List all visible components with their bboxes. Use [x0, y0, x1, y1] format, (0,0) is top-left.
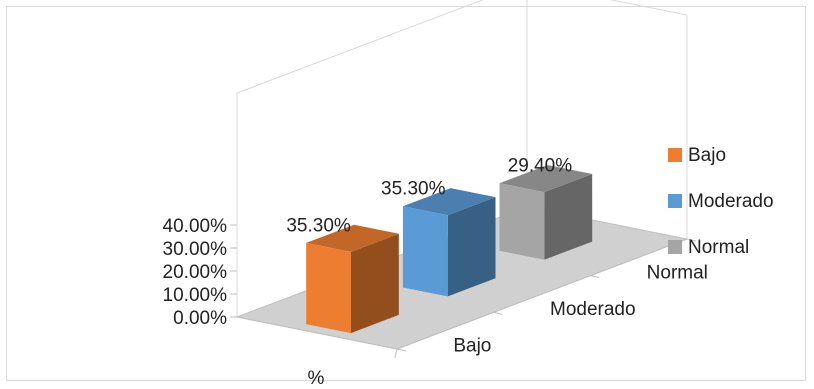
bar-side-face	[351, 233, 399, 334]
legend-swatch	[668, 194, 682, 208]
y-tick-label: 10.00%	[163, 285, 228, 306]
depth-tick-mark	[396, 348, 407, 352]
bar-side-face	[447, 197, 496, 297]
chart-bars	[306, 165, 593, 334]
y-tick-label: 30.00%	[163, 239, 228, 260]
bar-normal	[499, 165, 593, 260]
depth-tick-label: Normal	[647, 262, 708, 283]
legend-label: Bajo	[688, 145, 726, 166]
bar-top-face	[306, 224, 399, 252]
depth-tick-label: Bajo	[453, 336, 491, 357]
legend: Bajo Moderado Normal	[668, 145, 774, 258]
bar-side-face	[544, 174, 593, 260]
x-tick-mark	[394, 348, 398, 359]
legend-swatch	[668, 148, 682, 162]
chart-walls	[236, 0, 688, 317]
depth-axis: Bajo Moderado Normal	[396, 238, 708, 357]
bar-bajo	[306, 224, 399, 334]
x-tick-label: %	[308, 368, 325, 389]
x-axis: %	[236, 316, 398, 389]
side-wall-top-edge	[236, 0, 484, 94]
back-wall-top-edge	[609, 0, 688, 16]
y-axis: 0.00%10.00%20.00%30.00%40.00%	[163, 216, 237, 329]
y-tick-label: 0.00%	[173, 308, 227, 329]
legend-label: Normal	[688, 237, 749, 258]
y-tick-label: 40.00%	[163, 216, 228, 237]
bar-top-face	[402, 188, 496, 216]
data-label-bajo: 35.30%	[286, 215, 351, 236]
data-label-moderado: 35.30%	[381, 179, 446, 200]
data-label-normal: 29.40%	[508, 156, 573, 177]
legend-swatch	[668, 240, 682, 254]
legend-entry: Normal	[668, 237, 749, 258]
x-axis-line	[236, 316, 398, 350]
bar-front-face	[499, 183, 545, 260]
legend-entry: Bajo	[668, 145, 726, 166]
depth-tick-label: Moderado	[550, 299, 636, 320]
depth-axis-line	[396, 238, 688, 350]
legend-label: Moderado	[688, 191, 774, 212]
legend-entry: Moderado	[668, 191, 774, 212]
bar-front-face	[306, 242, 351, 334]
bar-moderado	[402, 188, 496, 297]
depth-tick-mark	[493, 311, 503, 315]
bar-front-face	[402, 206, 448, 297]
chart-data-labels: 29.40% 35.30% 35.30%	[286, 156, 572, 237]
bar-top-face	[499, 165, 593, 193]
depth-tick-mark	[686, 238, 697, 242]
y-tick-label: 20.00%	[163, 262, 228, 283]
depth-tick-mark	[590, 275, 600, 279]
chart-frame	[6, 6, 806, 381]
